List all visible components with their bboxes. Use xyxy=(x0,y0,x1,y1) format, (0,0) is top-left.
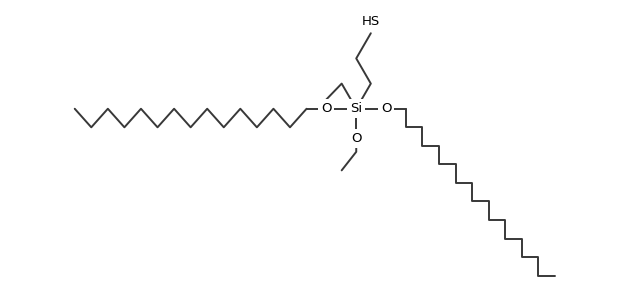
Text: O: O xyxy=(381,102,391,115)
Text: O: O xyxy=(351,132,361,145)
Text: Si: Si xyxy=(350,102,362,115)
Text: HS: HS xyxy=(362,15,380,28)
Text: O: O xyxy=(321,102,332,115)
